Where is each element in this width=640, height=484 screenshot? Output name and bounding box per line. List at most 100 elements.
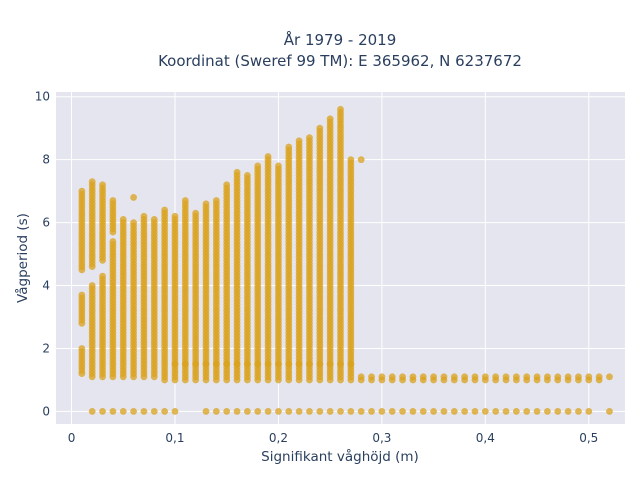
data-point bbox=[78, 345, 86, 352]
data-point bbox=[388, 373, 396, 381]
data-point bbox=[347, 156, 355, 164]
data-point bbox=[378, 408, 386, 415]
data-point bbox=[357, 408, 365, 415]
data-point bbox=[212, 408, 220, 415]
data-point bbox=[99, 272, 106, 280]
y-axis-ticks: 0 2 4 6 8 10 bbox=[35, 90, 50, 419]
data-point bbox=[202, 408, 210, 415]
data-point bbox=[481, 373, 489, 381]
data-point bbox=[606, 408, 613, 415]
data-point bbox=[285, 360, 293, 368]
data-point bbox=[337, 408, 344, 415]
data-point bbox=[119, 408, 127, 415]
y-tick-label: 6 bbox=[42, 216, 50, 230]
data-point bbox=[99, 181, 106, 189]
data-point bbox=[357, 373, 365, 381]
data-point bbox=[264, 153, 272, 160]
data-point bbox=[254, 360, 262, 368]
data-point bbox=[357, 156, 365, 164]
data-point bbox=[295, 137, 303, 145]
x-tick-label: 0,1 bbox=[165, 431, 184, 445]
data-point bbox=[368, 373, 375, 381]
data-point bbox=[575, 408, 582, 415]
data-point bbox=[461, 373, 469, 381]
x-axis-ticks: 0 0,1 0,2 0,3 0,4 0,5 bbox=[68, 431, 599, 445]
y-tick-label: 2 bbox=[42, 341, 50, 355]
data-point bbox=[512, 373, 520, 381]
data-point bbox=[430, 408, 438, 415]
data-point bbox=[461, 408, 469, 415]
data-point bbox=[326, 115, 334, 123]
data-point bbox=[130, 194, 137, 201]
data-point bbox=[285, 408, 293, 415]
data-point bbox=[481, 408, 489, 415]
data-point bbox=[492, 373, 500, 381]
data-point bbox=[564, 373, 572, 381]
data-point bbox=[502, 408, 510, 415]
data-point bbox=[575, 373, 582, 381]
data-point bbox=[109, 197, 117, 204]
data-point bbox=[264, 360, 272, 368]
data-point bbox=[171, 212, 179, 220]
x-tick-label: 0,4 bbox=[476, 431, 495, 445]
data-point bbox=[585, 408, 593, 415]
data-point bbox=[585, 373, 593, 381]
data-point bbox=[212, 197, 220, 204]
data-point bbox=[161, 408, 169, 415]
data-point bbox=[523, 373, 531, 381]
data-point bbox=[306, 408, 313, 415]
y-tick-label: 4 bbox=[42, 279, 50, 293]
data-point bbox=[99, 408, 106, 415]
data-point bbox=[254, 162, 262, 170]
data-point bbox=[285, 143, 293, 151]
data-point bbox=[88, 178, 96, 186]
data-point bbox=[88, 408, 96, 415]
data-point bbox=[378, 373, 386, 381]
data-point bbox=[564, 408, 572, 415]
y-tick-label: 0 bbox=[42, 404, 50, 418]
data-point bbox=[326, 408, 334, 415]
data-point bbox=[243, 171, 251, 179]
data-point bbox=[254, 408, 262, 415]
data-point bbox=[544, 408, 551, 415]
data-point bbox=[544, 373, 551, 381]
data-point bbox=[533, 408, 541, 415]
data-point bbox=[181, 197, 189, 204]
data-point bbox=[337, 105, 344, 113]
data-point bbox=[150, 408, 158, 415]
data-point bbox=[88, 282, 96, 289]
x-tick-label: 0,5 bbox=[579, 431, 598, 445]
data-point bbox=[243, 360, 251, 368]
data-point bbox=[192, 209, 200, 217]
data-point bbox=[440, 373, 448, 381]
data-point bbox=[399, 373, 406, 381]
data-point bbox=[223, 360, 231, 368]
data-point bbox=[502, 373, 510, 381]
data-point bbox=[150, 216, 158, 223]
data-point bbox=[409, 373, 417, 381]
data-point bbox=[171, 360, 179, 368]
x-tick-label: 0 bbox=[68, 431, 76, 445]
data-point bbox=[409, 408, 417, 415]
data-point bbox=[450, 408, 458, 415]
data-point bbox=[140, 212, 148, 220]
data-point bbox=[419, 408, 427, 415]
data-point bbox=[233, 408, 241, 415]
data-point bbox=[492, 408, 500, 415]
data-point bbox=[243, 408, 251, 415]
y-tick-label: 10 bbox=[35, 90, 50, 104]
y-tick-label: 8 bbox=[42, 153, 50, 167]
x-tick-label: 0,3 bbox=[372, 431, 391, 445]
data-point bbox=[368, 408, 375, 415]
data-point bbox=[275, 162, 282, 170]
x-tick-label: 0,2 bbox=[269, 431, 288, 445]
x-axis-title: Signifikant våghöjd (m) bbox=[261, 448, 419, 465]
data-point bbox=[181, 360, 189, 368]
data-point bbox=[450, 373, 458, 381]
data-point bbox=[399, 408, 406, 415]
data-point bbox=[233, 168, 241, 176]
data-point bbox=[316, 360, 324, 368]
data-point bbox=[192, 360, 200, 368]
data-point bbox=[109, 408, 117, 415]
